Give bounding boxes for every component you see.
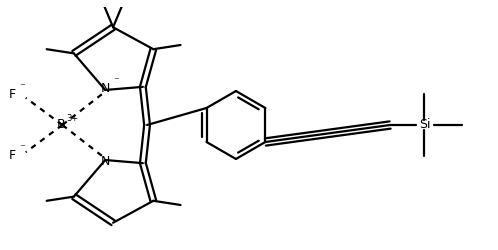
Text: 3+: 3+ [66,114,79,123]
Text: ⁻: ⁻ [20,82,25,92]
Text: B: B [57,118,66,132]
Text: N: N [101,154,110,168]
Text: ⁻: ⁻ [20,144,25,154]
Text: ⁻: ⁻ [113,76,119,86]
Text: Si: Si [419,118,431,132]
Text: F: F [8,149,16,162]
Text: N: N [101,82,110,96]
Text: F: F [8,88,16,101]
